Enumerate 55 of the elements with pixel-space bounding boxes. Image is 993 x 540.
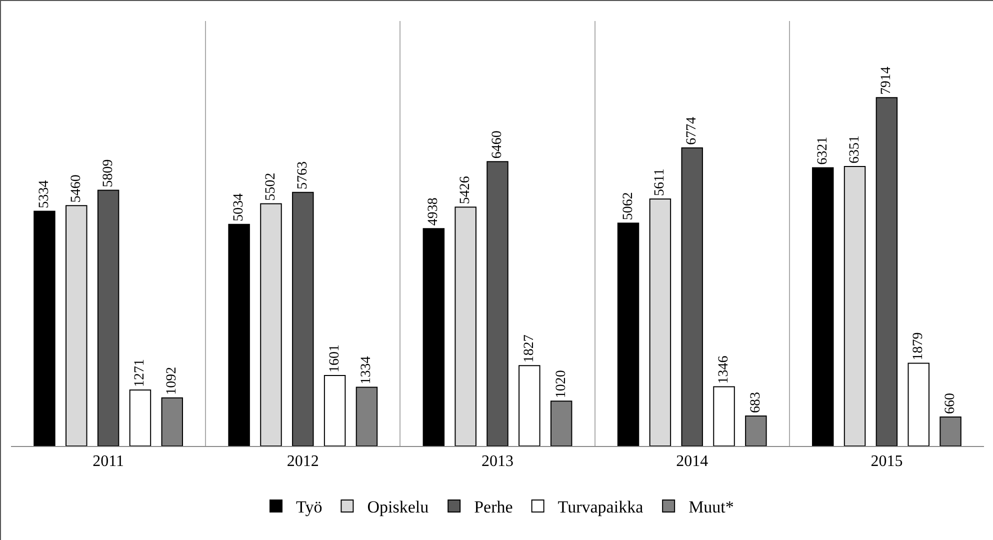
bar [812,167,834,446]
data-label: 5809 [100,159,116,188]
bar [681,147,703,446]
bar [713,386,735,446]
legend-label: Opiskelu [367,498,430,517]
data-label: 1879 [911,332,926,360]
bar [844,166,866,446]
data-label: 5426 [458,176,474,204]
bar [518,365,540,446]
bar [292,192,314,446]
data-label: 6351 [847,135,862,164]
legend-label: Työ [296,498,322,517]
data-label: 5034 [232,193,247,222]
bar [617,222,640,446]
data-label: 7914 [879,66,894,95]
x-tick-label: 2013 [482,453,514,470]
bar [876,97,898,446]
data-label: 1601 [327,344,342,373]
bar [649,198,672,446]
data-label: 5611 [652,168,668,196]
data-label: 1334 [359,356,374,384]
x-tick-label: 2012 [286,453,319,470]
data-label: 1271 [132,359,148,388]
data-label: 683 [748,392,764,413]
bar [260,203,282,446]
x-tick-label: 2014 [676,453,708,470]
legend-label: Turvapaikka [558,498,644,517]
x-tick-label: 2015 [870,453,903,470]
data-label: 6321 [815,136,830,165]
data-label: 4938 [426,198,442,226]
bar [97,190,120,446]
data-label: 5460 [68,174,84,203]
data-label: 5502 [263,172,278,201]
data-label: 1346 [716,356,732,384]
legend-label: Perhe [474,498,513,517]
data-label: 5334 [36,180,52,208]
data-label: 660 [943,392,958,414]
bar [422,228,445,446]
bar [66,205,88,446]
bar [129,390,152,446]
bar [34,210,56,446]
x-tick-label: 2011 [92,453,124,470]
bar [908,362,930,446]
bar [228,224,250,446]
bar [324,375,346,446]
data-label: 5763 [295,161,310,190]
data-label: 1827 [522,334,537,363]
data-label: 6774 [684,116,700,145]
bar [486,161,508,446]
legend-label: Muut* [688,498,734,517]
bar [454,206,476,446]
data-label: 6460 [490,130,505,159]
data-label: 5062 [620,192,636,220]
data-label: 1020 [554,370,569,398]
data-label: 1092 [164,366,180,395]
